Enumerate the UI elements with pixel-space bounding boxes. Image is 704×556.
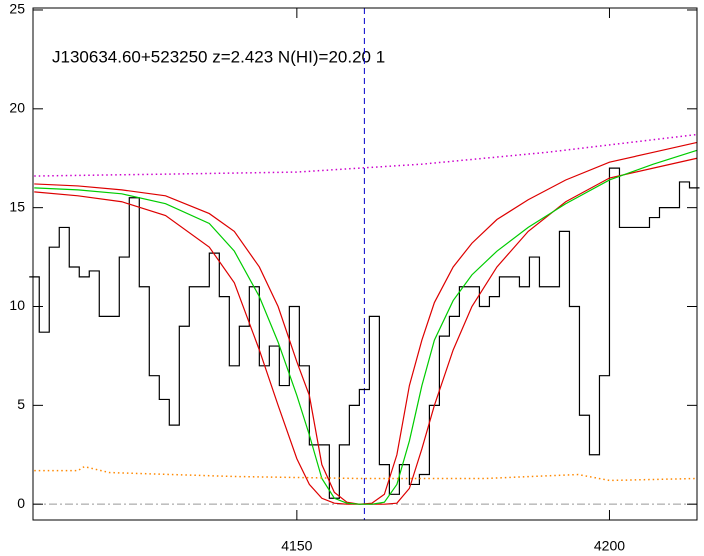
x-tick-label: 4200 bbox=[594, 538, 625, 554]
series-line bbox=[34, 133, 698, 177]
y-tick-label: 25 bbox=[9, 1, 25, 17]
y-tick-label: 0 bbox=[17, 495, 25, 511]
chart-title: J130634.60+523250 z=2.423 N(HI)=20.20 1 bbox=[52, 47, 385, 66]
x-tick-label: 4150 bbox=[281, 538, 312, 554]
y-tick-label: 10 bbox=[9, 297, 25, 313]
y-tick-label: 5 bbox=[17, 396, 25, 412]
series-line bbox=[29, 167, 700, 499]
series-line bbox=[34, 149, 698, 505]
y-tick-label: 15 bbox=[9, 198, 25, 214]
y-tick-label: 20 bbox=[9, 100, 25, 116]
plot-frame bbox=[32, 7, 698, 521]
